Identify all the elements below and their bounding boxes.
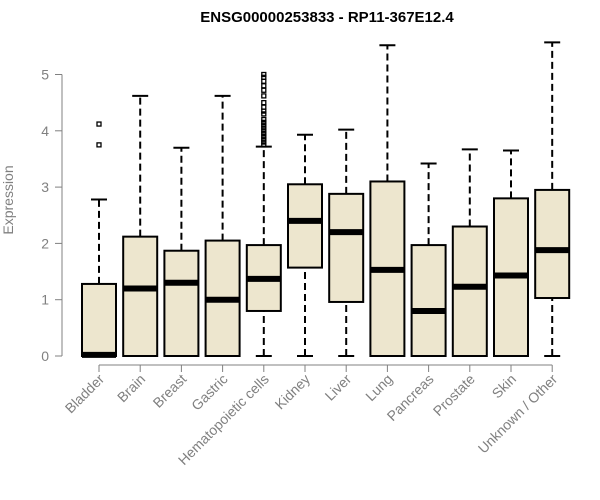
boxes-layer	[81, 41, 571, 358]
outlier-point	[96, 142, 102, 148]
outlier-point	[261, 142, 267, 148]
outlier-point	[261, 136, 267, 142]
box-rect	[410, 244, 447, 358]
outlier-point	[261, 116, 267, 123]
outlier-point	[261, 125, 267, 131]
outlier-point	[261, 133, 267, 140]
box-rect	[81, 282, 117, 358]
x-tick-label: Kidney	[272, 371, 314, 413]
outlier-point	[261, 83, 267, 89]
box-hematopoietic-cells	[245, 71, 282, 357]
outlier-point	[261, 119, 267, 126]
outlier-point	[261, 139, 267, 145]
outlier-point	[261, 130, 267, 137]
outlier-point	[261, 71, 267, 78]
box-unknown-other	[534, 41, 571, 357]
box-brain	[122, 94, 159, 357]
box-skin	[493, 149, 529, 357]
box-rect	[287, 183, 323, 269]
y-tick-label: 0	[41, 348, 49, 364]
outlier-point	[261, 128, 267, 134]
y-tick-label: 3	[41, 179, 49, 195]
box-liver	[328, 128, 365, 357]
box-rect	[451, 225, 488, 357]
x-tick-label: Skin	[489, 371, 520, 402]
box-rect	[122, 235, 159, 357]
box-rect	[163, 249, 200, 357]
y-axis-label: Expression	[0, 165, 16, 234]
x-tick-label: Breast	[150, 371, 190, 411]
outlier-point	[261, 104, 267, 110]
x-tick-label: Lung	[362, 371, 395, 404]
outlier-point	[261, 111, 267, 117]
y-tick-label: 1	[41, 292, 49, 308]
x-tick-label: Bladder	[62, 371, 108, 417]
box-prostate	[451, 148, 488, 357]
box-rect	[534, 188, 571, 300]
outlier-point	[261, 100, 267, 106]
box-pancreas	[410, 162, 447, 358]
outlier-point	[261, 74, 267, 80]
box-gastric	[204, 94, 241, 358]
outlier-point	[261, 122, 267, 128]
box-bladder	[81, 121, 117, 358]
box-lung	[369, 44, 406, 357]
x-tick-label: Liver	[322, 371, 355, 404]
outlier-point	[261, 87, 267, 93]
outlier-point	[261, 93, 267, 99]
y-tick-label: 5	[41, 67, 49, 83]
y-axis: 0 1 2 3 4 5	[41, 67, 63, 364]
outlier-point	[96, 121, 102, 127]
x-tick-label: Brain	[114, 371, 148, 405]
box-rect	[328, 192, 365, 303]
y-tick-label: 2	[41, 235, 49, 251]
y-tick-label: 4	[41, 123, 49, 139]
box-breast	[163, 146, 200, 357]
chart-title: ENSG00000253833 - RP11-367E12.4	[200, 9, 454, 26]
x-tick-label: Prostate	[430, 371, 478, 419]
box-kidney	[287, 133, 323, 357]
